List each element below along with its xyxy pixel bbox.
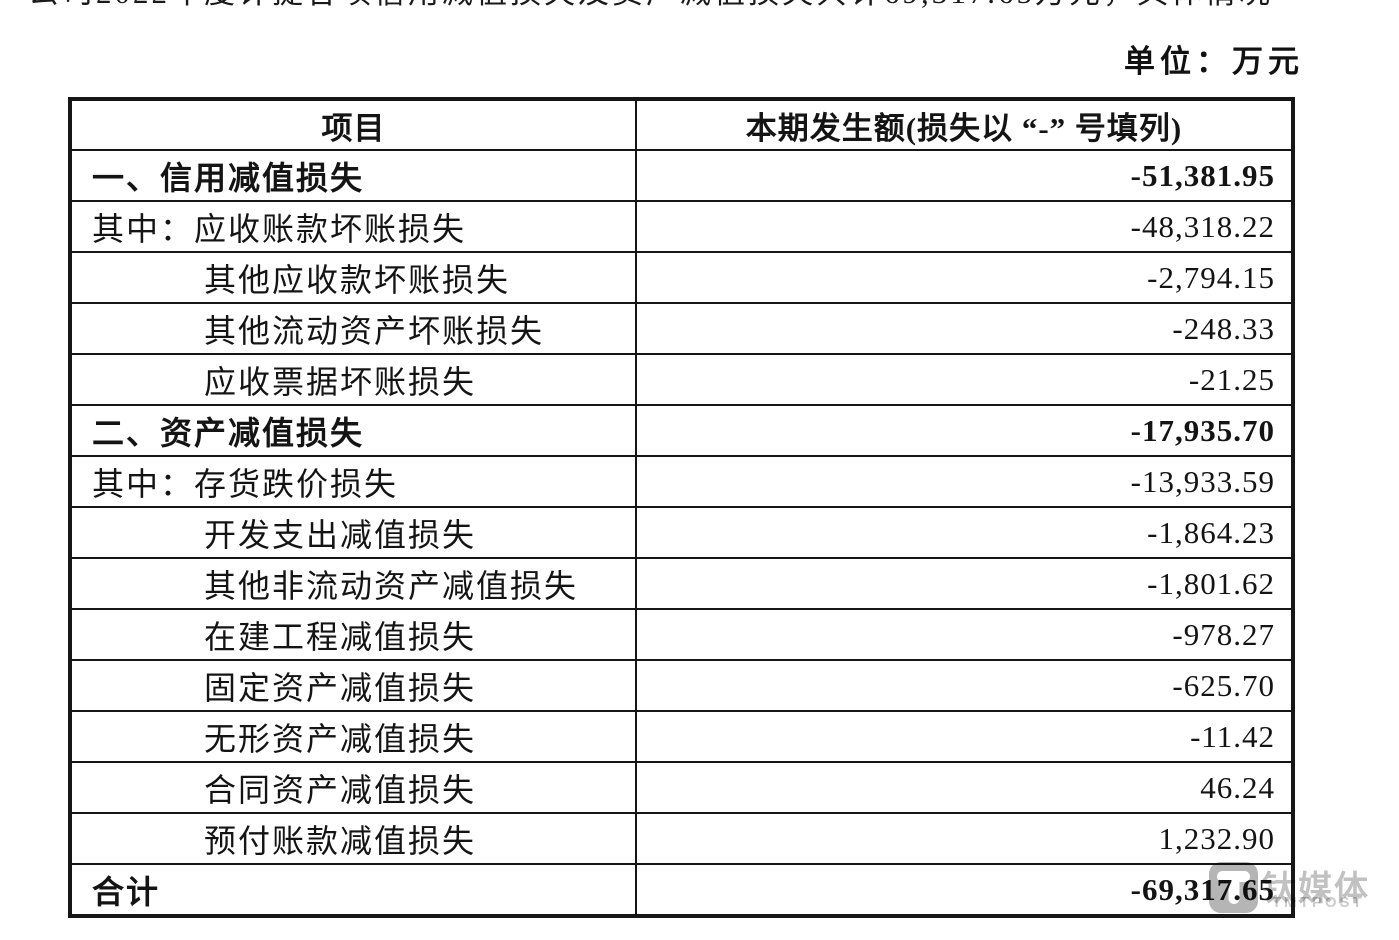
row-value: -48,318.22	[635, 200, 1294, 253]
row-value: -13,933.59	[635, 455, 1294, 508]
row-value: -1,801.62	[635, 557, 1294, 610]
row-value: -625.70	[635, 659, 1294, 712]
table-row: 合计 -69,317.65	[69, 863, 1294, 917]
row-label: 其他应收款坏账损失	[69, 251, 637, 304]
row-label: 二、资产减值损失	[69, 404, 637, 457]
table-row: 固定资产减值损失 -625.70	[69, 659, 1294, 712]
row-value: -2,794.15	[635, 251, 1294, 304]
table-row: 二、资产减值损失 -17,935.70	[69, 404, 1294, 457]
table-header-row: 项目 本期发生额(损失以 “-” 号填列)	[69, 98, 1294, 151]
row-label: 应收票据坏账损失	[69, 353, 637, 406]
row-label: 合计	[69, 863, 637, 917]
row-value: -248.33	[635, 302, 1294, 355]
row-value: -21.25	[635, 353, 1294, 406]
table-row: 合同资产减值损失 46.24	[69, 761, 1294, 814]
row-label: 无形资产减值损失	[69, 710, 637, 763]
table-row: 其中：存货跌价损失 -13,933.59	[69, 455, 1294, 508]
row-value: -51,381.95	[635, 149, 1294, 202]
impairment-table: 项目 本期发生额(损失以 “-” 号填列) 一、信用减值损失 -51,381.95…	[68, 97, 1295, 918]
table-row: 预付账款减值损失 1,232.90	[69, 812, 1294, 865]
table-row: 其他应收款坏账损失 -2,794.15	[69, 251, 1294, 304]
row-label: 开发支出减值损失	[69, 506, 637, 559]
row-value: -17,935.70	[635, 404, 1294, 457]
row-label: 固定资产减值损失	[69, 659, 637, 712]
row-label: 其中：存货跌价损失	[69, 455, 637, 508]
row-label: 其中：应收账款坏账损失	[69, 200, 637, 253]
table-row: 其他非流动资产减值损失 -1,801.62	[69, 557, 1294, 610]
unit-label: 单位：万元	[1124, 44, 1304, 79]
table-row: 一、信用减值损失 -51,381.95	[69, 149, 1294, 202]
header-item-column: 项目	[69, 98, 637, 151]
tmtpost-logo-icon	[1209, 862, 1258, 913]
table-row: 其中：应收账款坏账损失 -48,318.22	[69, 200, 1294, 253]
row-value: -978.27	[635, 608, 1294, 661]
row-value: 46.24	[635, 761, 1294, 814]
table-row: 其他流动资产坏账损失 -248.33	[69, 302, 1294, 355]
tmtpost-logo-t-stem	[1228, 871, 1239, 904]
table-row: 应收票据坏账损失 -21.25	[69, 353, 1294, 406]
watermark-en-text: TMTPOST	[1272, 894, 1365, 911]
watermark-cn-text: 钛媒体	[1262, 870, 1370, 908]
row-label: 在建工程减值损失	[69, 608, 637, 661]
row-label: 预付账款减值损失	[69, 812, 637, 865]
table-row: 开发支出减值损失 -1,864.23	[69, 506, 1294, 559]
clipped-top-text: 公司2022年度计提各项信用减值损失及资产减值损失共计69,317.65万元，具…	[28, 0, 1273, 13]
table-row: 在建工程减值损失 -978.27	[69, 608, 1294, 661]
row-label: 一、信用减值损失	[69, 149, 637, 202]
row-value: -11.42	[635, 710, 1294, 763]
row-label: 其他流动资产坏账损失	[69, 302, 637, 355]
clipped-top-text-content: 公司2022年度计提各项信用减值损失及资产减值损失共计69,317.65万元，具…	[28, 0, 1273, 11]
row-value: -1,864.23	[635, 506, 1294, 559]
table-row: 无形资产减值损失 -11.42	[69, 710, 1294, 763]
header-amount-column: 本期发生额(损失以 “-” 号填列)	[635, 98, 1294, 151]
row-value: -69,317.65	[635, 863, 1294, 917]
row-label: 合同资产减值损失	[69, 761, 637, 814]
row-value: 1,232.90	[635, 812, 1294, 865]
row-label: 其他非流动资产减值损失	[69, 557, 637, 610]
